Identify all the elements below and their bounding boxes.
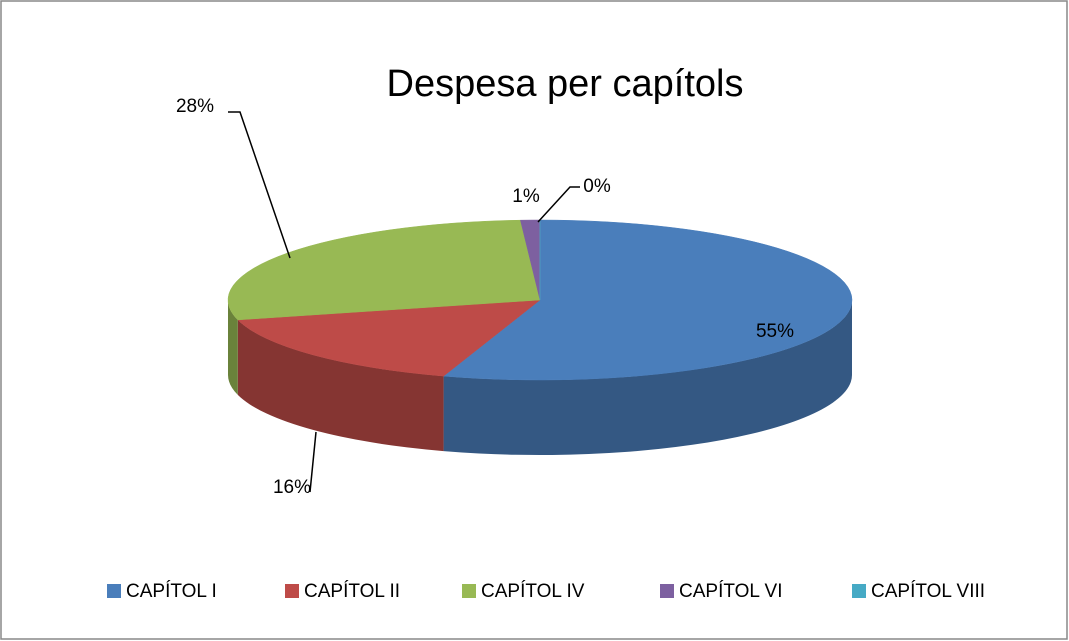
legend-swatch [107, 584, 121, 598]
legend-swatch [660, 584, 674, 598]
legend-label: CAPÍTOL IV [481, 581, 585, 602]
pie-side [237, 319, 444, 452]
pie-side [443, 300, 852, 456]
data-label: 0% [583, 176, 611, 197]
legend-label: CAPÍTOL II [304, 581, 400, 602]
legend-label: CAPÍTOL I [126, 581, 217, 602]
pie-slice [237, 299, 541, 377]
leader-line [537, 186, 580, 223]
pie-slice [442, 219, 853, 381]
data-label: 28% [176, 96, 214, 117]
legend-swatch [462, 584, 476, 598]
chart-title: Despesa per capítols [387, 63, 744, 105]
data-label: 16% [273, 477, 311, 498]
leader-line [228, 111, 291, 259]
legend-swatch [285, 584, 299, 598]
data-label: 1% [512, 186, 540, 207]
legend-swatch [852, 584, 866, 598]
leader-line [309, 431, 317, 493]
data-label: 55% [756, 321, 794, 342]
legend-label: CAPÍTOL VI [679, 581, 782, 602]
pie-side [228, 300, 238, 395]
legend-label: CAPÍTOL VIII [871, 581, 985, 602]
